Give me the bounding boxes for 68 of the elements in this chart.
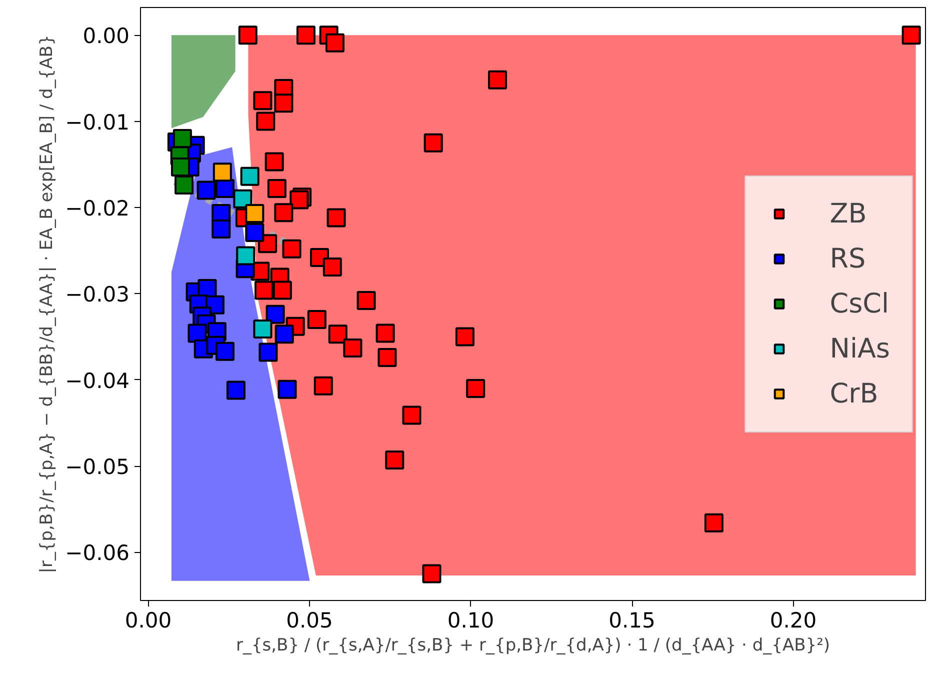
point [422,564,442,584]
y-tick-label: −0.03 [65,282,130,307]
point [254,280,274,300]
legend-label: NiAs [830,333,890,364]
point [466,378,486,398]
point [488,70,508,90]
point [245,204,264,223]
legend-label: ZB [830,198,867,229]
point [322,257,342,276]
point [226,380,246,400]
point [236,246,256,266]
point [424,133,443,152]
point [258,342,278,362]
point [290,190,309,210]
x-axis-title: r_{s,B} / (r_{s,A}/r_{s,B} + r_{p,B}/r_{d,A}) · 1 / (d_{AA} · d_{AB}²) [236,636,830,656]
point [385,450,404,470]
y-tick-label: −0.02 [65,196,130,220]
point [174,176,194,195]
point [253,91,272,110]
point [296,26,316,45]
x-tick-label: 0.10 [447,608,494,632]
point [172,129,192,148]
point [326,208,346,228]
point [212,220,231,239]
point [378,348,397,367]
point [328,324,348,344]
x-tick-label: 0.20 [770,608,817,632]
y-tick-label: −0.04 [65,368,130,393]
point [196,180,216,200]
point [266,304,285,324]
point [216,342,234,361]
legend-label: RS [830,243,866,274]
point [238,26,258,45]
point [245,222,264,242]
point [282,239,302,258]
point [274,94,294,113]
point [212,162,232,182]
point [256,112,276,131]
point [376,324,395,343]
point [233,189,252,208]
x-tick-label: 0.05 [286,608,333,632]
point [253,319,272,338]
legend-label: CsCl [830,288,890,319]
point [704,513,724,532]
point [455,327,474,346]
point [278,380,297,399]
y-tick-label: −0.06 [65,541,130,566]
y-tick-label: −0.01 [65,110,130,134]
point [902,26,921,45]
point [267,179,286,198]
point [343,338,362,358]
point [274,324,294,344]
point [272,280,292,300]
x-tick-label: 0.15 [608,608,656,632]
point [240,166,260,186]
point [170,157,190,176]
legend-label: CrB [830,378,878,409]
point [307,310,326,330]
y-tick-label: 0.00 [82,24,130,48]
point [274,203,294,222]
y-tick-label: −0.05 [65,455,130,480]
point [314,376,333,396]
point [325,33,344,52]
point [402,406,422,425]
point [356,291,376,310]
x-tick-label: 0.00 [124,608,172,632]
point [264,152,284,172]
y-axis-title: |r_{p,B}/r_{p,A} − d_{BB}/d_{AA}| · EA_B exp[EA_B] / d_{AB} [37,34,58,574]
